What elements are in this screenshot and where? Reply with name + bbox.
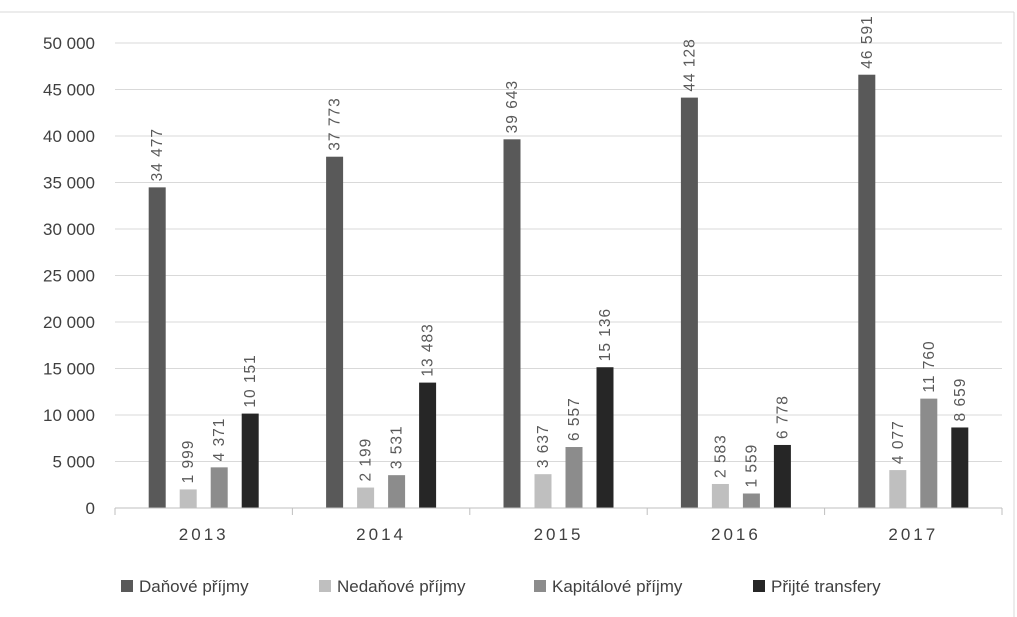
legend-swatch bbox=[121, 580, 133, 592]
legend-swatch bbox=[534, 580, 546, 592]
legend-label: Daňové příjmy bbox=[139, 577, 249, 596]
data-label: 6 557 bbox=[566, 397, 583, 441]
bar bbox=[742, 493, 760, 508]
data-label: 4 371 bbox=[211, 418, 228, 462]
data-label: 4 077 bbox=[890, 420, 907, 464]
bar bbox=[388, 475, 406, 508]
bar bbox=[210, 467, 228, 508]
data-label: 13 483 bbox=[420, 323, 437, 376]
x-category-label: 2016 bbox=[711, 525, 761, 544]
bar bbox=[357, 487, 375, 508]
x-category-label: 2015 bbox=[534, 525, 584, 544]
data-label: 37 773 bbox=[327, 97, 344, 150]
legend-swatch bbox=[319, 580, 331, 592]
bar bbox=[711, 483, 729, 508]
data-label: 10 151 bbox=[242, 354, 259, 407]
y-axis-tick-labels: 0 5 000 10 000 15 000 20 000 25 000 30 000 35 0… bbox=[43, 34, 95, 518]
y-tick-label: 50 000 bbox=[43, 34, 95, 53]
data-label: 3 637 bbox=[535, 424, 552, 468]
y-tick-label: 45 000 bbox=[43, 81, 95, 100]
data-label: 15 136 bbox=[597, 308, 614, 361]
data-label: 1 999 bbox=[180, 440, 197, 484]
bar bbox=[858, 74, 876, 508]
data-label: 1 559 bbox=[743, 444, 760, 488]
data-labels: 34 477 1 999 4 371 10 151 37 773 2 199 3 531 13… bbox=[149, 15, 969, 487]
bar bbox=[241, 413, 259, 508]
bar bbox=[951, 427, 969, 508]
data-label: 34 477 bbox=[149, 128, 166, 181]
bar bbox=[889, 470, 907, 508]
bar bbox=[534, 474, 552, 508]
data-label: 2 199 bbox=[358, 438, 375, 482]
y-tick-label: 10 000 bbox=[43, 406, 95, 425]
data-label: 44 128 bbox=[681, 38, 698, 91]
legend: Daňové příjmy Nedaňové příjmy Kapitálové p… bbox=[121, 577, 881, 596]
bar bbox=[503, 139, 521, 508]
legend-label: Přijté transfery bbox=[771, 577, 881, 596]
x-category-label: 2014 bbox=[356, 525, 406, 544]
bar bbox=[148, 187, 166, 509]
bar bbox=[565, 447, 583, 508]
bar bbox=[920, 398, 938, 508]
legend-swatch bbox=[753, 580, 765, 592]
data-label: 11 760 bbox=[921, 340, 938, 392]
bar bbox=[680, 97, 698, 509]
bars bbox=[148, 74, 969, 509]
data-label: 3 531 bbox=[389, 425, 406, 469]
bar bbox=[596, 367, 614, 508]
x-category-label: 2013 bbox=[179, 525, 229, 544]
y-tick-label: 0 bbox=[86, 499, 95, 518]
x-axis bbox=[114, 507, 1003, 515]
data-label: 39 643 bbox=[504, 80, 521, 133]
data-label: 2 583 bbox=[712, 434, 729, 478]
legend-label: Kapitálové příjmy bbox=[552, 577, 683, 596]
legend-label: Nedaňové příjmy bbox=[337, 577, 466, 596]
data-label: 6 778 bbox=[774, 395, 791, 439]
data-label: 46 591 bbox=[859, 15, 876, 68]
bar bbox=[326, 156, 344, 508]
y-tick-label: 40 000 bbox=[43, 127, 95, 146]
y-tick-label: 35 000 bbox=[43, 174, 95, 193]
y-tick-label: 20 000 bbox=[43, 313, 95, 332]
data-label: 8 659 bbox=[952, 378, 969, 422]
bar bbox=[419, 382, 437, 508]
y-tick-label: 5 000 bbox=[52, 453, 95, 472]
x-category-label: 2017 bbox=[888, 525, 938, 544]
y-tick-label: 15 000 bbox=[43, 360, 95, 379]
bar bbox=[773, 444, 791, 508]
gridlines bbox=[115, 42, 1002, 462]
bar bbox=[179, 489, 197, 508]
y-tick-label: 30 000 bbox=[43, 220, 95, 239]
y-tick-label: 25 000 bbox=[43, 267, 95, 286]
x-axis-category-labels: 2013 2014 2015 2016 2017 bbox=[179, 525, 938, 544]
